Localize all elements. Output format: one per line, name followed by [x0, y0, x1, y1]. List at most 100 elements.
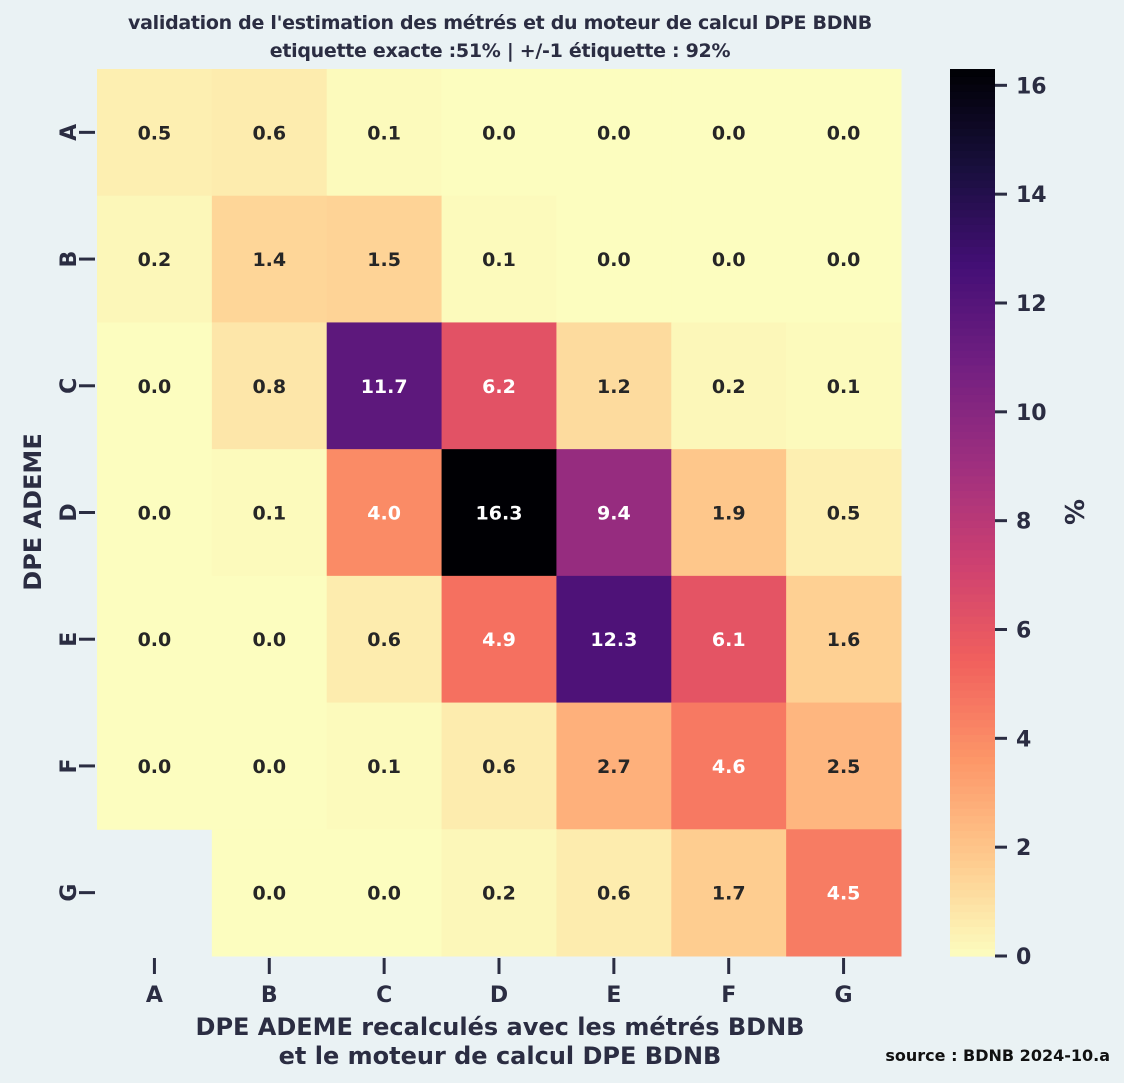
colorbar-segment: [950, 275, 995, 284]
colorbar-segment: [950, 630, 995, 639]
heatmap-cell: [556, 195, 672, 323]
colorbar-segment: [950, 867, 995, 876]
colorbar-segment: [950, 135, 995, 144]
colorbar-segment: [950, 549, 995, 558]
cell-value-label: 0.0: [138, 503, 172, 525]
cell-value-label: 0.1: [827, 376, 861, 398]
colorbar-segment: [950, 216, 995, 225]
colorbar-segment: [950, 874, 995, 883]
colorbar-segment: [950, 601, 995, 610]
colorbar-segment: [950, 187, 995, 196]
colorbar-segment: [950, 704, 995, 713]
heatmap-cell: [671, 449, 787, 577]
heatmap-cell: [671, 702, 787, 830]
colorbar-segment: [950, 172, 995, 181]
colorbar-segment: [950, 128, 995, 137]
colorbar-segment: [950, 69, 995, 77]
colorbar-segment: [950, 667, 995, 676]
cell-value-label: 4.5: [827, 883, 861, 905]
colorbar-segment: [950, 209, 995, 218]
heatmap-cell: [97, 702, 213, 830]
cell-value-label: 0.1: [367, 756, 401, 778]
cell-value-label: 2.5: [827, 756, 861, 778]
cell-value-label: 12.3: [590, 629, 637, 651]
colorbar-segment: [950, 224, 995, 233]
heatmap-cell: [211, 575, 328, 704]
cell-value-label: 0.0: [252, 756, 286, 778]
heatmap-cell: [441, 69, 557, 197]
colorbar-segment: [950, 882, 995, 891]
heatmap-cell: [441, 449, 557, 577]
cell-value-label: 0.1: [367, 122, 401, 144]
cell-value-label: 4.6: [712, 756, 746, 778]
colorbar-segment: [950, 423, 995, 432]
heatmap-cell: [671, 69, 787, 197]
colorbar-segment: [950, 527, 995, 536]
colorbar-segment: [950, 320, 995, 329]
colorbar-segment: [950, 357, 995, 366]
cell-value-label: 0.6: [367, 629, 401, 651]
colorbar-segment: [950, 763, 995, 772]
heatmap-cell: [326, 702, 443, 830]
heatmap-cell: [556, 69, 672, 197]
colorbar-segment: [950, 120, 995, 129]
colorbar-segment: [950, 615, 995, 624]
source-note: source : BDNB 2024-10.a: [885, 1046, 1110, 1065]
cell-value-label: 0.6: [252, 122, 286, 144]
colorbar-segment: [950, 327, 995, 336]
colorbar-segment: [950, 283, 995, 292]
colorbar-segment: [950, 98, 995, 107]
heatmap-cell: [326, 829, 443, 957]
cell-value-label: 0.0: [482, 122, 516, 144]
cell-value-label: 0.0: [827, 122, 861, 144]
y-axis-label: DPE ADEME: [19, 433, 47, 590]
heatmap-cell: [556, 575, 672, 704]
heatmap-cell: [786, 829, 902, 957]
colorbar-segment: [950, 822, 995, 831]
colorbar-segment: [950, 734, 995, 743]
colorbar-segment: [950, 645, 995, 654]
colorbar-segment: [950, 638, 995, 647]
colorbar-segment: [950, 534, 995, 543]
y-tick-label: E: [57, 632, 82, 647]
colorbar-segment: [950, 586, 995, 595]
cell-value-label: 0.6: [482, 756, 516, 778]
colorbar-segment: [950, 697, 995, 706]
colorbar-segment: [950, 837, 995, 846]
colorbar-segment: [950, 623, 995, 632]
cell-value-label: 1.7: [712, 883, 746, 905]
colorbar-segment: [950, 372, 995, 381]
heatmap-cell: [671, 322, 787, 450]
heatmap-cell: [786, 322, 902, 450]
colorbar-segment: [950, 364, 995, 373]
colorbar-segment: [950, 652, 995, 661]
colorbar-segment: [950, 83, 995, 92]
colorbar-tick-label: 10: [1016, 401, 1047, 426]
colorbar-segment: [950, 660, 995, 669]
heatmap-cell: [441, 575, 557, 704]
cell-value-label: 1.9: [712, 503, 746, 525]
colorbar-segment: [950, 431, 995, 440]
cell-value-label: 1.5: [367, 249, 401, 271]
cell-value-label: 0.0: [597, 122, 631, 144]
colorbar-segment: [950, 682, 995, 691]
cell-value-label: 0.0: [252, 883, 286, 905]
x-tick-label: C: [376, 983, 392, 1008]
heatmap-cell: [786, 69, 902, 197]
heatmap-cell: [556, 829, 672, 957]
cell-value-label: 0.5: [827, 503, 861, 525]
colorbar-segment: [950, 689, 995, 698]
colorbar-segment: [950, 726, 995, 735]
colorbar-segment: [950, 564, 995, 573]
heatmap-cell: [786, 449, 902, 577]
colorbar-segment: [950, 719, 995, 728]
heatmap-cell: [786, 575, 902, 704]
cell-value-label: 0.2: [712, 376, 746, 398]
colorbar-segment: [950, 239, 995, 247]
colorbar-segment: [950, 845, 995, 854]
colorbar-segment: [950, 113, 995, 122]
colorbar-segment: [950, 815, 995, 824]
colorbar-segment: [950, 608, 995, 617]
colorbar-segment: [950, 246, 995, 255]
